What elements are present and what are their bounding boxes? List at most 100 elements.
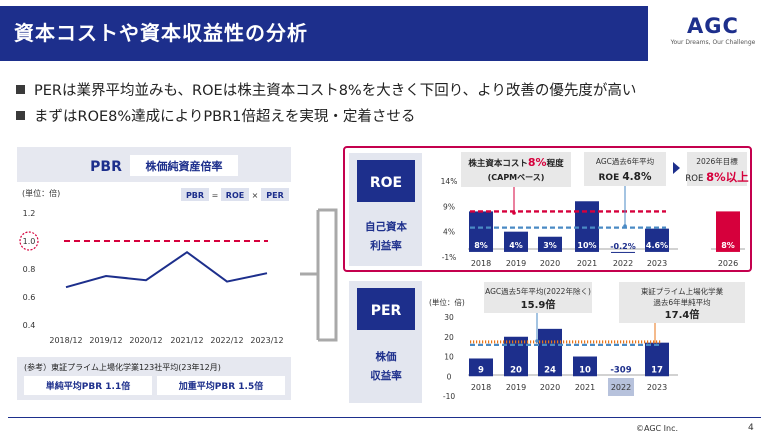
formula-per-box xyxy=(261,188,289,201)
simple-avg-pbr: 単純平均PBR 1.1倍 xyxy=(46,380,130,392)
cost-callout-line1: 株主資本コスト8%程度 xyxy=(468,156,564,169)
agc-logo: AGC Your Dreams, Our Challenge xyxy=(666,14,760,46)
per-x-tick: 2019 xyxy=(506,383,526,392)
formula-pbr: PBR xyxy=(186,191,204,200)
pbr-y-tick: 1.0 xyxy=(23,237,36,246)
per-x-tick: 2022 xyxy=(611,383,631,392)
roe-bar xyxy=(538,236,562,252)
per-bar-label: 24 xyxy=(544,365,556,375)
avg-callout-prefix: ROE xyxy=(599,173,623,183)
per-bar xyxy=(573,356,597,377)
target-callout-box xyxy=(687,152,747,186)
roe-label-box xyxy=(357,160,415,202)
square-bullet-icon xyxy=(16,110,25,120)
roe-bar xyxy=(611,251,635,253)
pbr-subtitle: 株価純資産倍率 xyxy=(146,159,223,173)
pbr-subtitle-box xyxy=(130,155,238,176)
title-bar: 資本コストや資本収益性の分析 AGC Your Dreams, Our Chal… xyxy=(0,0,769,63)
per-excluded-year-highlight xyxy=(608,378,634,396)
pbr-x-tick: 2018/12 xyxy=(49,336,82,345)
roe-bar-label: -0.2% xyxy=(610,242,636,251)
footer-divider xyxy=(8,417,761,418)
pbr-title: PBR xyxy=(90,159,122,175)
cost-callout-text-c: 程度 xyxy=(547,158,565,169)
roe-label: ROE xyxy=(370,175,402,191)
roe-sublabel-1: 自己資本 xyxy=(365,220,407,233)
cost-callout-text-a: 株主資本コスト xyxy=(468,158,528,169)
roe-x-axis: 2018 2019 2020 2021 2022 2023 2026 xyxy=(471,259,738,268)
roe-bar xyxy=(504,231,528,252)
slide-title: 資本コストや資本収益性の分析 xyxy=(14,21,308,45)
per-avg-callout-line2: 15.9倍 xyxy=(521,298,556,311)
pbr-series-line xyxy=(65,250,268,289)
title-band xyxy=(0,6,648,61)
target-callout-prefix: ROE xyxy=(685,174,706,184)
per-x-tick: 2023 xyxy=(647,383,667,392)
pbr-x-tick: 2022/12 xyxy=(210,336,243,345)
roe-bar-label: 8% xyxy=(721,241,735,250)
per-y-tick: 10 xyxy=(444,353,454,362)
formula-roe-box xyxy=(221,188,249,201)
roe-bar-label: 4.6% xyxy=(646,241,668,250)
roe-sublabel-2: 利益率 xyxy=(370,239,402,252)
cost-callout-value: 8% xyxy=(528,156,547,169)
roe-x-tick: 2023 xyxy=(647,259,667,268)
per-y-tick: 20 xyxy=(444,333,454,342)
weighted-avg-pbr: 加重平均PBR 1.5倍 xyxy=(178,380,263,392)
pbr-x-tick: 2023/12 xyxy=(250,336,283,345)
roe-x-tick: 2020 xyxy=(540,259,560,268)
formula-per: PER xyxy=(266,191,284,200)
roe-bar xyxy=(645,228,669,252)
roe-target-bar xyxy=(716,211,740,252)
roe-frame xyxy=(343,146,752,272)
pbr-x-tick: 2019/12 xyxy=(89,336,122,345)
per-bars: 9 20 24 10 -309 17 xyxy=(469,328,669,377)
per-avg-callout-dot-icon xyxy=(535,339,539,343)
cost-callout-dot-icon xyxy=(512,211,516,215)
roe-x-tick: 2022 xyxy=(613,259,633,268)
per-y-tick: 0 xyxy=(447,372,452,381)
per-industry-callout-box xyxy=(619,282,745,323)
square-bullet-icon xyxy=(16,84,25,94)
per-bar-label: 9 xyxy=(478,365,484,375)
roe-x-tick: 2021 xyxy=(577,259,597,268)
pbr-header-band xyxy=(17,147,291,182)
pbr-y-tick: 0.4 xyxy=(23,321,36,330)
roe-bar-label: 10% xyxy=(577,241,596,250)
target-callout-line1: 2026年目標 xyxy=(696,156,738,166)
roe-bar xyxy=(575,201,599,252)
per-sublabel-1: 株価 xyxy=(376,350,397,363)
roe-y-tick: 9% xyxy=(443,202,455,211)
per-y-tick: 30 xyxy=(444,313,454,322)
cost-callout-box xyxy=(461,152,571,187)
formula-roe: ROE xyxy=(226,191,244,200)
per-bar xyxy=(645,342,669,377)
per-label-area xyxy=(349,281,422,403)
roe-label-area xyxy=(349,153,422,266)
bullet-text: PERは業界平均並みも、ROEは株主資本コスト8%を大きく下回り、より改善の優先… xyxy=(34,82,637,99)
avg-callout-value: 4.8% xyxy=(622,171,652,183)
per-label-box xyxy=(357,288,415,330)
per-bar-label: 20 xyxy=(510,365,522,375)
per-bar xyxy=(469,358,493,377)
pbr-x-axis: 2018/12 2019/12 2020/12 2021/12 2022/12 2023/… xyxy=(49,336,283,345)
per-industry-callout-line2: 過去6年単純平均 xyxy=(653,297,710,307)
per-y-tick: -10 xyxy=(443,392,455,401)
roe-bars: 8% 4% 3% 10% -0.2% 4.6% 8% xyxy=(469,201,740,253)
roe-bar-label: 8% xyxy=(474,241,488,250)
roe-bar-label: 4% xyxy=(509,241,523,250)
per-bar xyxy=(538,328,562,377)
per-avg-callout-box xyxy=(484,282,592,313)
simple-avg-box xyxy=(24,376,152,395)
pbr-reference-box xyxy=(17,357,291,400)
copyright: ©AGC Inc. xyxy=(636,424,679,433)
bullet-text: まずはROE8%達成によりPBR1倍超えを実現・定着させる xyxy=(34,108,416,125)
pbr-y-tick: 0.6 xyxy=(23,293,36,302)
target-callout-line2: ROE 8%以上 xyxy=(685,170,749,184)
per-x-tick: 2020 xyxy=(540,383,560,392)
bullet-item: まずはROE8%達成によりPBR1倍超えを実現・定着させる xyxy=(16,102,636,128)
pbr-reference-circle-icon xyxy=(19,231,39,251)
